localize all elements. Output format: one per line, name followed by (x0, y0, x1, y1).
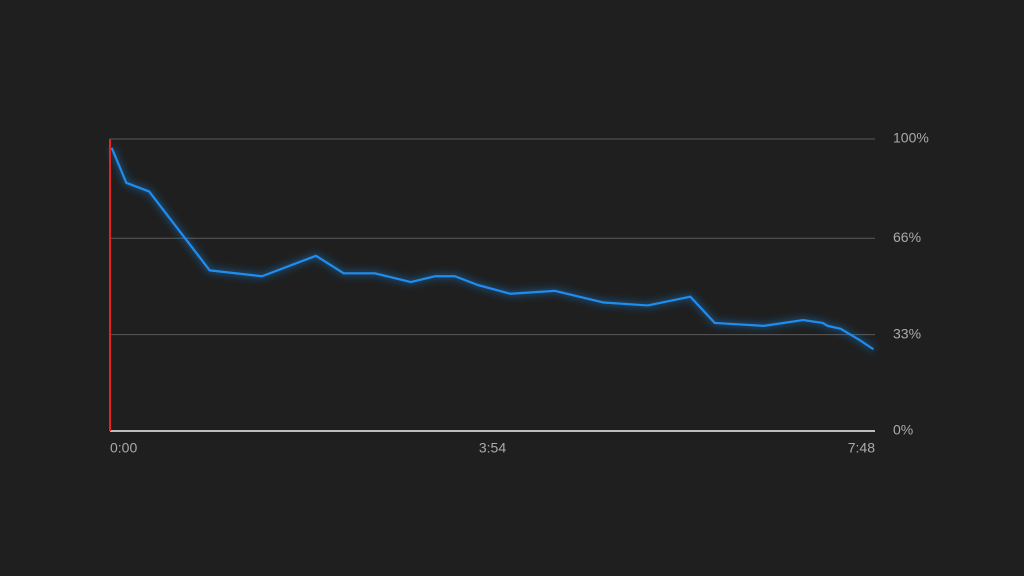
x-tick-label: 7:48 (848, 440, 875, 456)
y-tick-label: 0% (893, 422, 913, 438)
y-tick-label: 100% (893, 130, 929, 146)
y-tick-label: 33% (893, 325, 921, 341)
y-tick-label: 66% (893, 229, 921, 245)
plot (110, 147, 874, 351)
retention-line (110, 147, 874, 351)
grid: 0% 33% 66% 100% 0:00 3:54 7:48 (110, 130, 929, 456)
x-tick-label: 0:00 (110, 440, 137, 456)
x-tick-label: 3:54 (479, 440, 506, 456)
